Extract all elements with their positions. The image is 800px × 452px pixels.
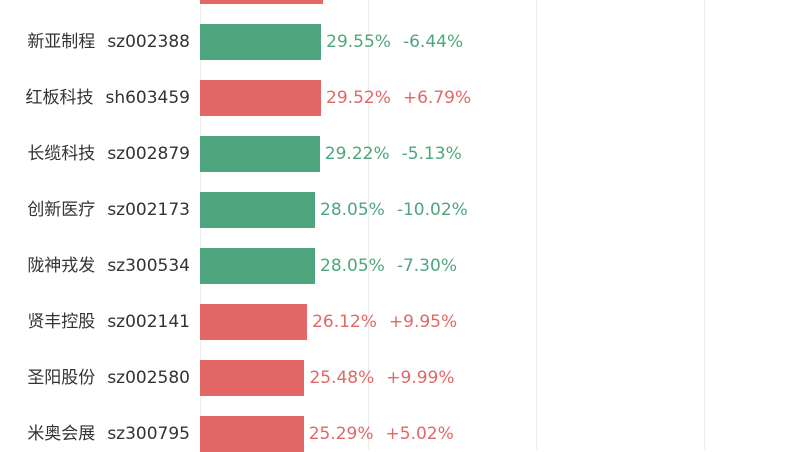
category-label: 创新医疗 sz002173	[0, 199, 190, 221]
stock-code: sh603459	[105, 88, 190, 108]
data-label: 26.12% +9.95%	[312, 311, 457, 333]
stock-name: 创新医疗	[27, 200, 96, 220]
data-label: 25.48% +9.99%	[309, 367, 454, 389]
data-label: 28.05% -10.02%	[320, 199, 468, 221]
change-label: -5.13%	[401, 144, 462, 164]
value-label: 29.52%	[326, 88, 391, 108]
value-label: 28.05%	[320, 256, 385, 276]
data-label: 28.05% -7.30%	[320, 255, 457, 277]
change-label: +6.79%	[402, 88, 472, 108]
bar	[200, 80, 322, 116]
data-label: 25.29% +5.02%	[309, 423, 454, 445]
change-label: -6.44%	[402, 32, 464, 52]
stock-name: 红板科技	[25, 88, 94, 108]
bar	[200, 0, 323, 4]
stock-code: sz002388	[107, 32, 190, 52]
category-label: 新亚制程 sz002388	[0, 31, 190, 53]
data-label: 29.22% -5.13%	[325, 143, 462, 165]
gridline	[536, 0, 537, 450]
data-label: 29.55% -6.44%	[326, 31, 463, 53]
category-label: 圣阳股份 sz002580	[0, 367, 190, 389]
stock-code: sz300795	[107, 424, 190, 444]
data-label: 29.52% +6.79%	[326, 87, 471, 109]
bar	[200, 360, 305, 396]
gridline	[368, 0, 369, 450]
bar	[200, 24, 322, 60]
category-label: 陇神戎发 sz300534	[0, 255, 190, 277]
value-label: 25.48%	[309, 368, 375, 388]
stock-name: 米奥会展	[27, 424, 96, 444]
change-label: +5.02%	[385, 424, 454, 444]
change-label: +9.99%	[386, 368, 455, 388]
category-label: 长缆科技 sz002879	[0, 143, 190, 165]
stock-code: sz002173	[107, 200, 190, 220]
bar	[200, 248, 315, 284]
change-label: -10.02%	[396, 200, 468, 220]
change-label: +9.95%	[388, 312, 458, 332]
category-label: 贤丰控股 sz002141	[0, 311, 190, 333]
bar	[200, 304, 308, 340]
bar	[200, 192, 315, 228]
stock-name: 贤丰控股	[27, 312, 96, 332]
stock-code: sz300534	[107, 256, 190, 276]
stock-code: sz002580	[107, 368, 190, 388]
gridline	[704, 0, 705, 450]
category-label: 红板科技 sh603459	[0, 87, 190, 109]
stock-code: sz002879	[107, 144, 190, 164]
category-label: 米奥会展 sz300795	[0, 423, 190, 445]
stock-name: 陇神戎发	[27, 256, 96, 276]
value-label: 29.22%	[324, 144, 390, 164]
stock-code: sz002141	[107, 312, 190, 332]
bar	[200, 416, 304, 452]
stock-name: 圣阳股份	[27, 368, 96, 388]
bar	[200, 136, 320, 172]
value-label: 25.29%	[308, 424, 374, 444]
value-label: 28.05%	[320, 200, 385, 220]
value-label: 29.55%	[326, 32, 391, 52]
stock-name: 长缆科技	[27, 144, 96, 164]
value-label: 26.12%	[312, 312, 377, 332]
change-label: -7.30%	[396, 256, 457, 276]
stock-name: 新亚制程	[27, 32, 96, 52]
